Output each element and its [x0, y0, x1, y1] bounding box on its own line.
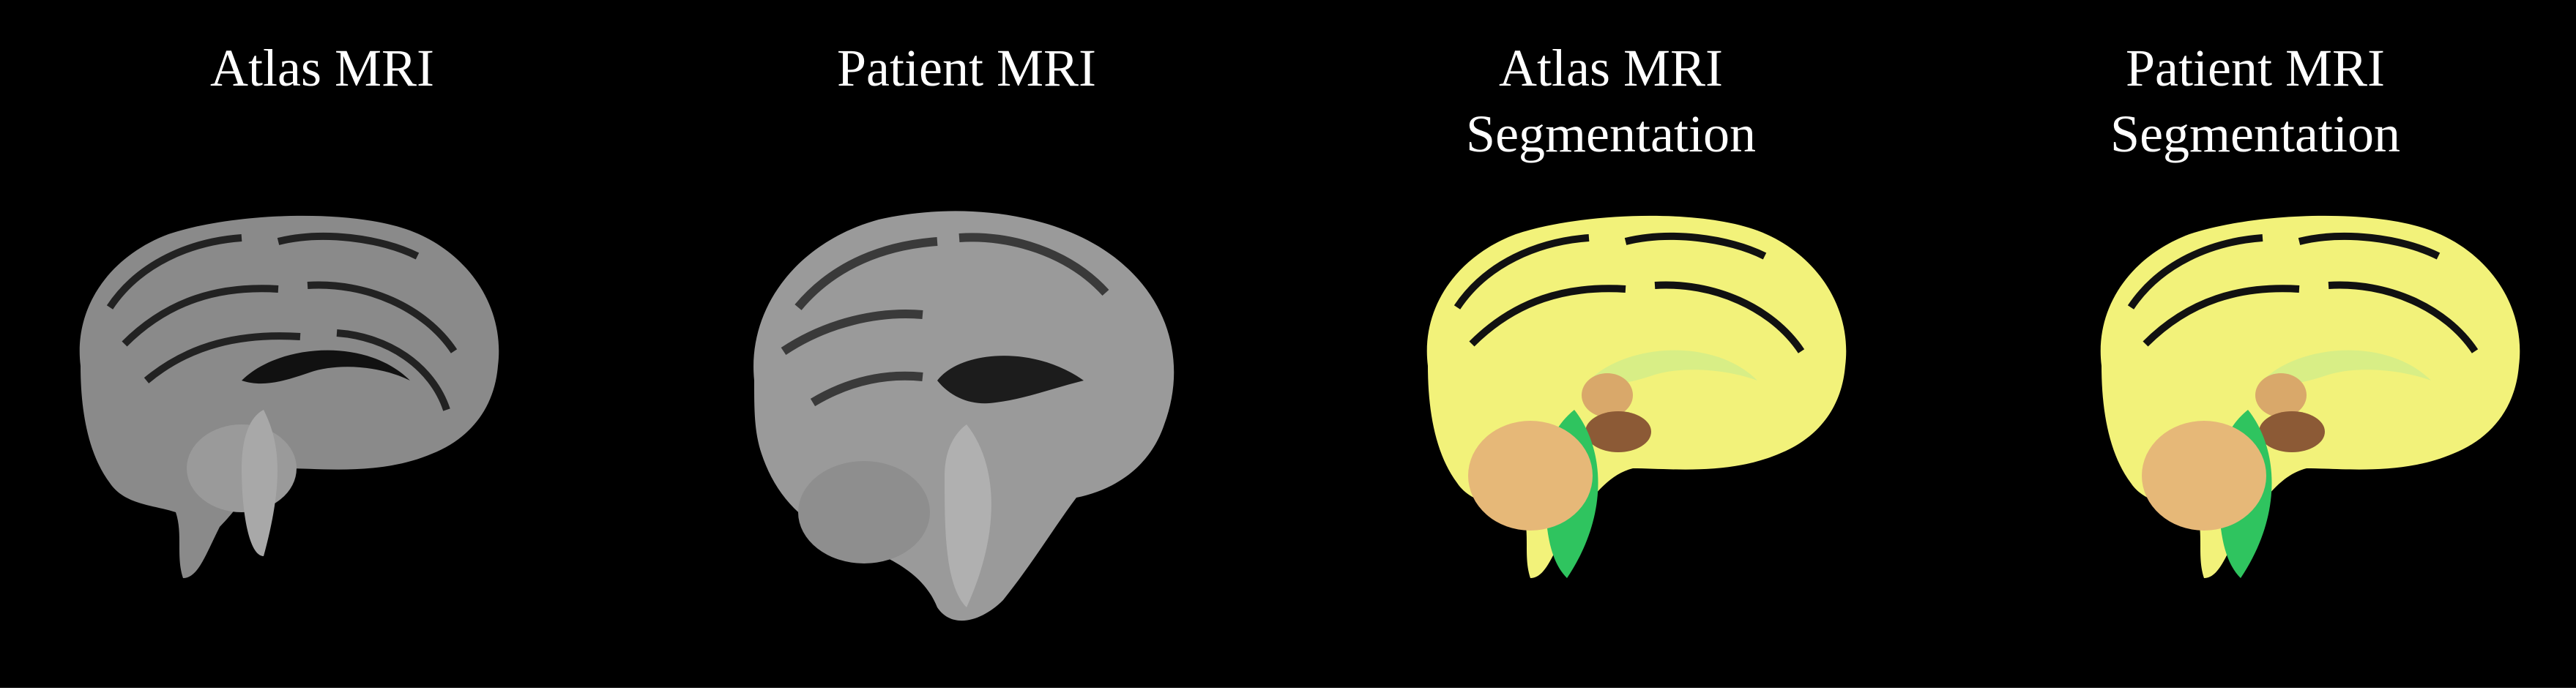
panel-atlas-segmentation: Atlas MRI Segmentation	[1289, 0, 1933, 688]
atlas-segmentation-image	[1426, 215, 1847, 578]
panel-title: Patient MRI	[644, 35, 1289, 101]
panel-title: Atlas MRI	[0, 35, 644, 101]
atlas-mri-image	[79, 215, 499, 578]
title-line: Patient MRI	[2126, 39, 2385, 97]
title-line: Segmentation	[2110, 105, 2400, 163]
title-line: Atlas MRI	[1499, 39, 1723, 97]
title-line: Segmentation	[1466, 105, 1756, 163]
panel-patient-mri: Patient MRI	[644, 0, 1289, 688]
panel-patient-segmentation: Patient MRI Segmentation	[1933, 0, 2576, 688]
patient-segmentation-image	[2100, 215, 2520, 578]
panel-atlas-mri: Atlas MRI	[0, 0, 644, 688]
panel-title: Patient MRI Segmentation	[1933, 35, 2576, 167]
title-line: Patient MRI	[837, 39, 1096, 97]
panel-title: Atlas MRI Segmentation	[1289, 35, 1933, 167]
patient-mri-image	[753, 211, 1175, 621]
title-line: Atlas MRI	[210, 39, 434, 97]
